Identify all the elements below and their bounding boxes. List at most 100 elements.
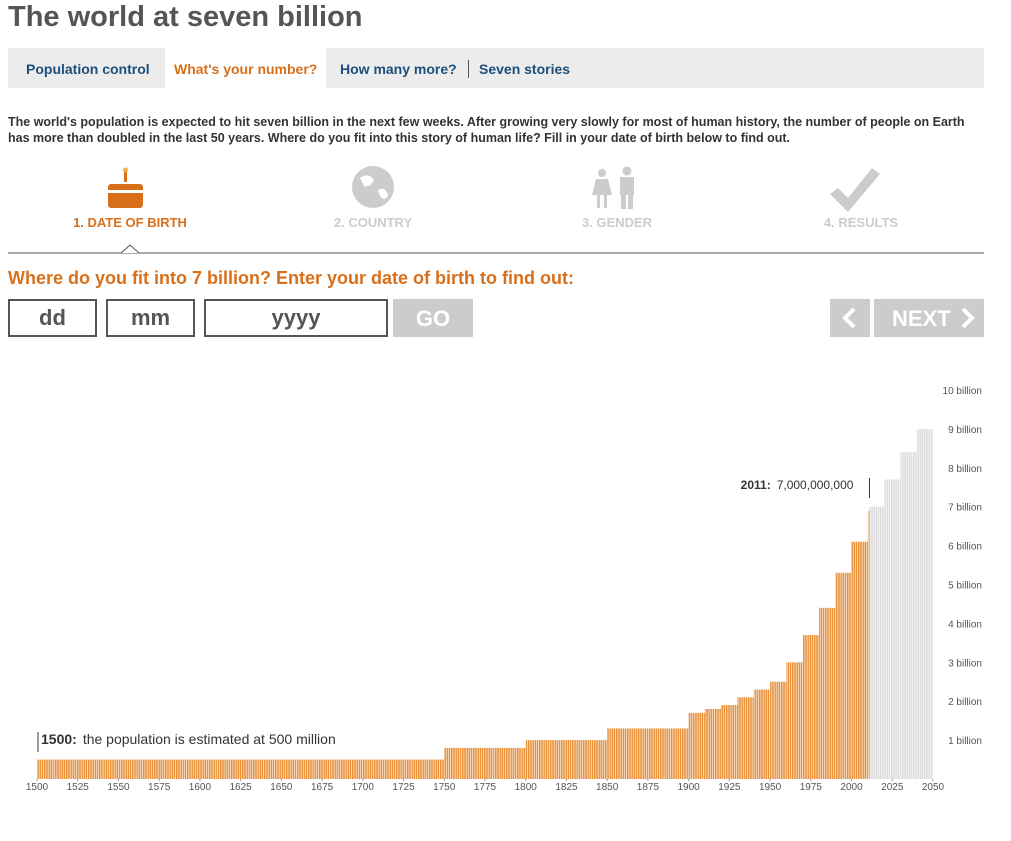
check-icon <box>830 168 880 212</box>
bar <box>688 712 705 779</box>
bar <box>818 607 836 779</box>
prev-button[interactable] <box>830 299 870 337</box>
bar <box>721 705 738 779</box>
annotation-label: 1500: <box>41 731 77 747</box>
x-tick-label: 2000 <box>840 782 863 793</box>
bar <box>460 747 477 779</box>
bar <box>346 759 363 779</box>
x-tick-label: 1925 <box>718 782 741 793</box>
bar <box>493 747 510 779</box>
annotation-text: 7,000,000,000 <box>777 478 854 492</box>
annotation-label: 2011: <box>741 478 771 492</box>
bar <box>248 759 266 779</box>
annotation-text: the population is estimated at 500 milli… <box>83 731 336 747</box>
bar <box>395 759 412 779</box>
bar <box>151 759 168 779</box>
step-label[interactable]: 1. DATE OF BIRTH <box>73 215 187 230</box>
bar <box>411 759 428 779</box>
x-tick-label: 1850 <box>596 782 619 793</box>
go-button[interactable]: GO <box>393 299 473 337</box>
bar <box>444 747 461 779</box>
bar <box>362 759 380 779</box>
y-tick-label: 1 billion <box>948 736 982 747</box>
x-tick-label: 1725 <box>392 782 415 793</box>
bar <box>476 747 494 779</box>
x-tick-label: 1800 <box>515 782 538 793</box>
bar <box>379 759 396 779</box>
bar <box>542 740 559 779</box>
bar <box>183 759 200 779</box>
nav-link[interactable]: What's your number? <box>165 48 327 88</box>
nav-link[interactable]: How many more? <box>340 61 457 77</box>
bar <box>672 728 689 779</box>
x-tick-label: 1825 <box>555 782 578 793</box>
bar <box>330 759 347 779</box>
bar <box>737 697 754 779</box>
bar <box>639 728 657 779</box>
bar <box>590 740 608 779</box>
bar <box>656 728 673 779</box>
step-label: 2. COUNTRY <box>333 215 413 230</box>
annotation: 2011: 7,000,000,000 <box>741 478 854 492</box>
bar <box>118 759 135 779</box>
bar <box>265 759 282 779</box>
x-tick-label: 1775 <box>474 782 497 793</box>
prev-chevron <box>842 307 856 329</box>
bar <box>167 759 184 779</box>
chart: 1 billion 2 billion 3 billion 4 billion 5 bi… <box>26 386 982 793</box>
bar <box>607 728 624 779</box>
bar <box>851 541 868 779</box>
x-tick-label: 2050 <box>922 782 945 793</box>
nav-bar: Population control What's your number? H… <box>8 48 984 88</box>
x-tick-label: 1575 <box>148 782 171 793</box>
bar <box>102 759 119 779</box>
y-tick-label: 8 billion <box>948 464 982 475</box>
y-tick-label: 10 billion <box>943 386 982 397</box>
bar <box>134 759 152 779</box>
x-tick-label: 1975 <box>800 782 823 793</box>
page-title: The world at seven billion <box>8 1 363 33</box>
x-tick-label: 1675 <box>311 782 334 793</box>
bar <box>37 759 54 779</box>
x-tick-label: 1950 <box>759 782 782 793</box>
bar <box>427 759 445 779</box>
step-label: 3. GENDER <box>581 215 653 230</box>
nav-link[interactable]: Seven stories <box>479 61 571 77</box>
bar <box>704 708 722 779</box>
bar <box>85 759 103 779</box>
next-button[interactable]: NEXT <box>874 299 984 337</box>
x-tick-label: 1650 <box>270 782 293 793</box>
bar <box>53 759 70 779</box>
intro-text: The world's population is expected to hi… <box>8 115 965 145</box>
bar <box>509 747 526 779</box>
y-tick-label: 6 billion <box>948 542 982 553</box>
month-input[interactable]: mm <box>106 299 195 337</box>
year-input[interactable]: yyyy <box>204 299 388 337</box>
bar <box>802 635 819 779</box>
x-tick-label: 1750 <box>433 782 456 793</box>
x-tick-label: 1525 <box>67 782 90 793</box>
bar <box>525 740 543 779</box>
x-tick-label: 1500 <box>26 782 49 793</box>
next-chevron <box>961 307 975 329</box>
x-tick-label: 1625 <box>230 782 253 793</box>
bar <box>199 759 217 779</box>
nav-separator <box>468 60 469 78</box>
bar <box>770 681 787 779</box>
nav-link[interactable]: Population control <box>26 61 150 77</box>
day-input[interactable]: dd <box>8 299 97 337</box>
step-label: 4. RESULTS <box>823 215 899 230</box>
bar <box>313 759 331 779</box>
bar <box>574 740 591 779</box>
bar <box>232 759 249 779</box>
form-heading: Where do you fit into 7 billion? Enter y… <box>8 268 574 288</box>
y-tick-label: 2 billion <box>948 697 982 708</box>
y-tick-label: 4 billion <box>948 619 982 630</box>
cake-icon <box>108 167 143 208</box>
gender-icon <box>592 166 634 209</box>
bar <box>867 510 870 779</box>
x-tick-label: 1700 <box>352 782 375 793</box>
y-tick-label: 3 billion <box>948 658 982 669</box>
y-tick-label: 5 billion <box>948 581 982 592</box>
